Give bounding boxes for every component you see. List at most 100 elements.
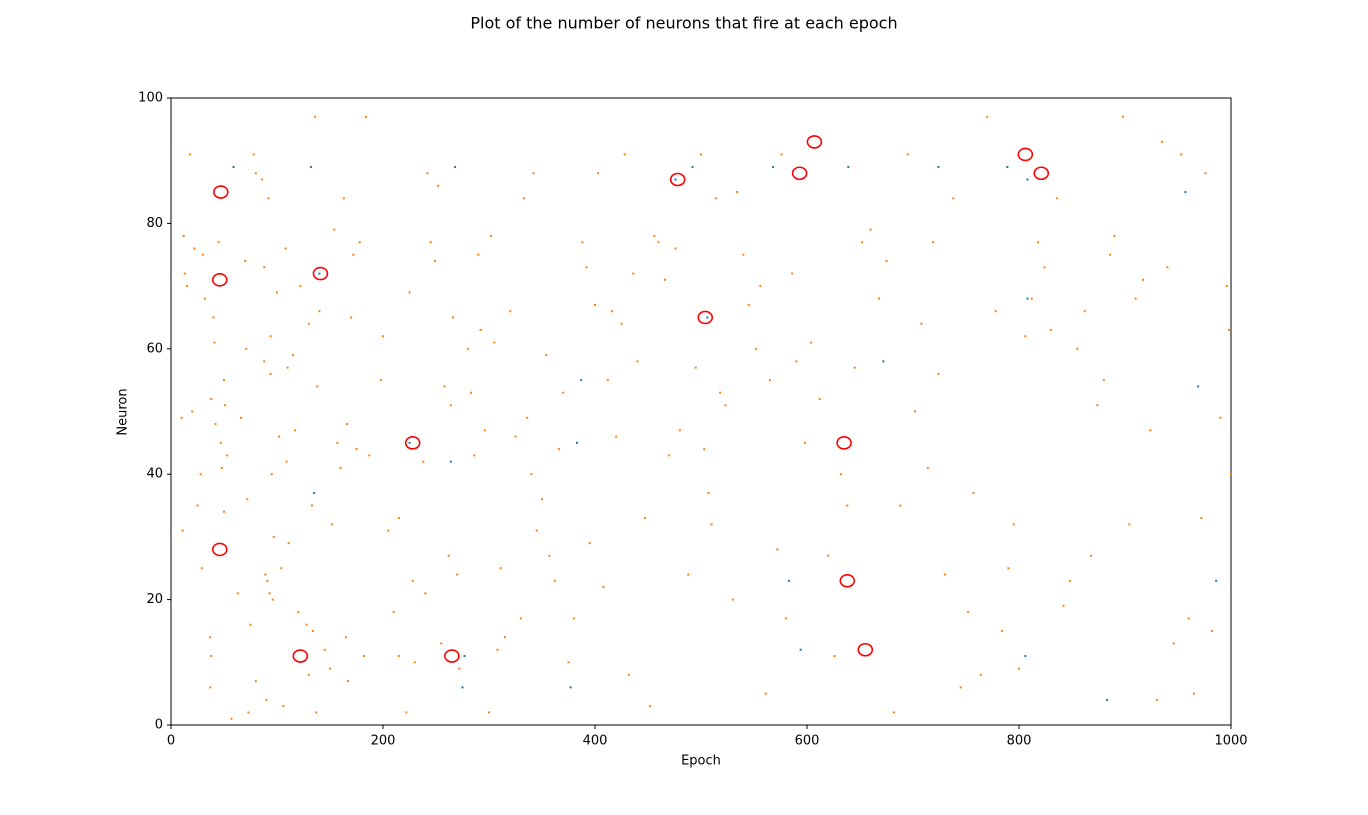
point — [803, 441, 806, 444]
point — [318, 272, 321, 275]
point — [643, 517, 646, 520]
point — [710, 523, 713, 526]
point — [986, 115, 989, 118]
point — [413, 661, 416, 664]
point — [846, 504, 849, 507]
point — [299, 285, 302, 288]
point — [226, 454, 229, 457]
highlight-ring — [292, 649, 309, 663]
point — [1184, 191, 1187, 194]
point — [1197, 385, 1200, 388]
point — [266, 579, 269, 582]
point — [272, 535, 275, 538]
point — [1090, 554, 1093, 557]
point — [588, 542, 591, 545]
highlight-ring — [444, 649, 460, 663]
point — [263, 266, 266, 269]
point — [1012, 523, 1015, 526]
point — [254, 680, 257, 683]
point — [493, 341, 496, 344]
point — [368, 454, 371, 457]
point — [787, 579, 790, 582]
x-tick-label: 0 — [167, 734, 175, 749]
point — [454, 165, 457, 168]
point — [437, 184, 440, 187]
point — [810, 341, 813, 344]
point — [344, 636, 347, 639]
x-tick-label: 1000 — [1214, 734, 1247, 749]
point — [853, 366, 856, 369]
point — [706, 316, 709, 319]
point — [387, 529, 390, 532]
point — [1049, 328, 1052, 331]
x-tick-label: 800 — [1007, 734, 1032, 749]
point — [668, 454, 671, 457]
point — [784, 617, 787, 620]
point — [799, 648, 802, 651]
point — [440, 642, 443, 645]
point — [463, 655, 466, 658]
point — [522, 197, 525, 200]
point — [1083, 310, 1086, 313]
point — [261, 178, 264, 181]
point — [780, 153, 783, 156]
point — [663, 278, 666, 281]
point — [657, 241, 660, 244]
point — [1068, 579, 1071, 582]
point — [382, 335, 384, 338]
point — [719, 391, 722, 394]
point — [331, 523, 334, 526]
point — [449, 460, 452, 463]
point — [314, 115, 317, 118]
point — [1172, 642, 1175, 645]
point — [1219, 416, 1222, 419]
y-tick-label: 40 — [146, 467, 163, 482]
point — [553, 579, 556, 582]
point — [203, 297, 206, 300]
point — [426, 172, 429, 175]
point — [342, 197, 345, 200]
point — [1113, 234, 1116, 237]
point — [623, 153, 626, 156]
point — [530, 473, 533, 476]
point — [232, 165, 235, 168]
point — [937, 372, 940, 375]
point — [653, 234, 656, 237]
highlight-ring — [857, 642, 874, 657]
point — [1210, 629, 1213, 632]
point — [747, 303, 750, 306]
point — [201, 253, 204, 256]
point — [847, 165, 850, 168]
point — [1076, 347, 1079, 350]
point — [575, 441, 578, 444]
point — [329, 667, 331, 670]
point — [724, 404, 727, 407]
point — [473, 454, 476, 457]
point — [503, 636, 506, 639]
point — [1149, 429, 1152, 432]
point — [199, 473, 202, 476]
point — [1227, 328, 1230, 331]
point — [1105, 698, 1108, 701]
point — [285, 460, 288, 463]
highlight-ring — [806, 135, 823, 149]
point — [791, 272, 794, 275]
point — [316, 385, 319, 388]
y-tick-label: 0 — [155, 718, 163, 733]
point — [627, 673, 630, 676]
point — [932, 241, 935, 244]
point — [209, 686, 212, 689]
x-axis-label: Epoch — [681, 754, 721, 769]
point — [1024, 655, 1027, 658]
point — [678, 429, 681, 432]
highlight-ring — [836, 436, 852, 450]
point — [224, 404, 227, 407]
highlight-ring — [839, 573, 856, 588]
point — [315, 711, 318, 714]
point — [350, 316, 353, 319]
point — [247, 711, 250, 714]
point — [937, 165, 940, 168]
point — [286, 366, 289, 369]
point — [562, 391, 565, 394]
point — [818, 397, 821, 400]
